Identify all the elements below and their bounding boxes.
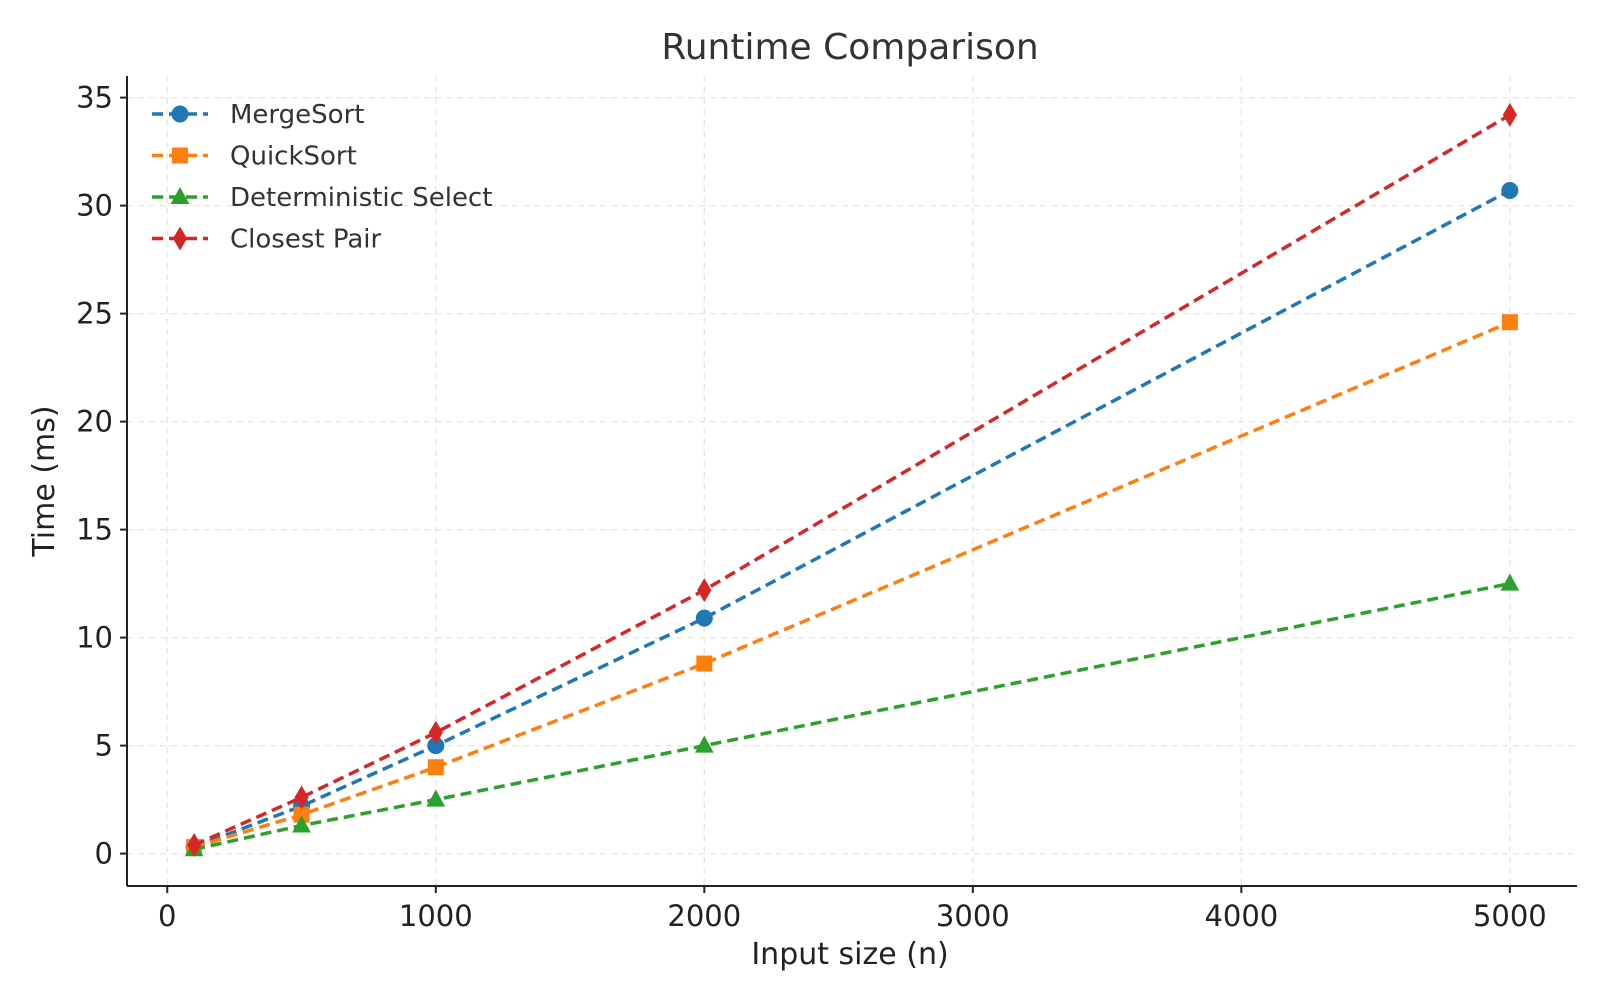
y-tick-label: 20 bbox=[76, 405, 113, 439]
series-line-deterministic-select bbox=[193, 581, 1511, 851]
x-tick-label: 0 bbox=[158, 899, 176, 933]
data-point-mergesort bbox=[1501, 181, 1519, 199]
series-mergesort bbox=[185, 181, 1519, 856]
y-tick-label: 10 bbox=[76, 621, 113, 655]
legend-label: MergeSort bbox=[230, 100, 364, 130]
series-line-mergesort bbox=[193, 188, 1511, 849]
data-point-quicksort bbox=[427, 759, 444, 776]
series-line-closest-pair bbox=[193, 113, 1511, 847]
x-tick-label: 5000 bbox=[1473, 899, 1547, 933]
x-tick-label: 2000 bbox=[667, 899, 741, 933]
legend-entry-closest-pair: Closest Pair bbox=[152, 225, 381, 255]
legend-entry-mergesort: MergeSort bbox=[152, 100, 364, 130]
legend: MergeSort QuickSort Deterministic Select Cl… bbox=[152, 100, 492, 255]
data-point-closest-pair bbox=[1502, 102, 1517, 127]
series-quicksort bbox=[186, 314, 1518, 856]
y-tick-label: 5 bbox=[95, 729, 113, 763]
x-tick-label: 4000 bbox=[1204, 899, 1278, 933]
data-point-closest-pair bbox=[697, 578, 712, 603]
x-axis-label: Input size (n) bbox=[751, 937, 948, 972]
series-deterministic-select bbox=[184, 573, 1520, 857]
data-point-closest-pair bbox=[187, 832, 202, 857]
data-point-deterministic-select bbox=[426, 789, 446, 807]
y-tick-label: 25 bbox=[76, 297, 113, 331]
data-point-deterministic-select bbox=[694, 735, 714, 753]
ticks: 0 1000 2000 3000 4000 5000 0 5 10 15 20 25 30 35 bbox=[76, 81, 1547, 933]
series-closest-pair bbox=[187, 102, 1517, 857]
legend-label: Deterministic Select bbox=[230, 183, 492, 213]
legend-swatch-marker bbox=[170, 186, 190, 204]
series-line-quicksort bbox=[193, 320, 1511, 849]
legend-entry-deterministic-select: Deterministic Select bbox=[152, 183, 492, 213]
x-tick-label: 3000 bbox=[936, 899, 1010, 933]
axes bbox=[126, 76, 1577, 887]
y-axis-label: Time (ms) bbox=[27, 405, 62, 557]
data-point-mergesort bbox=[695, 609, 713, 627]
legend-swatch-marker bbox=[172, 226, 188, 251]
data-point-quicksort bbox=[1501, 314, 1518, 331]
data-point-quicksort bbox=[696, 655, 713, 672]
y-tick-label: 15 bbox=[76, 513, 113, 547]
y-tick-label: 35 bbox=[76, 81, 113, 115]
data-point-closest-pair bbox=[294, 785, 309, 810]
legend-label: Closest Pair bbox=[230, 225, 381, 255]
legend-label: QuickSort bbox=[230, 142, 357, 172]
x-tick-label: 1000 bbox=[399, 899, 473, 933]
y-tick-label: 30 bbox=[76, 189, 113, 223]
series-layer bbox=[184, 102, 1520, 857]
chart-title: Runtime Comparison bbox=[661, 27, 1038, 68]
data-point-closest-pair bbox=[428, 720, 443, 745]
data-point-deterministic-select bbox=[292, 815, 311, 833]
data-point-deterministic-select bbox=[1500, 573, 1520, 591]
y-tick-label: 0 bbox=[95, 837, 113, 871]
legend-swatch-marker bbox=[171, 105, 189, 123]
legend-entry-quicksort: QuickSort bbox=[152, 142, 357, 172]
legend-swatch-marker bbox=[172, 147, 188, 164]
